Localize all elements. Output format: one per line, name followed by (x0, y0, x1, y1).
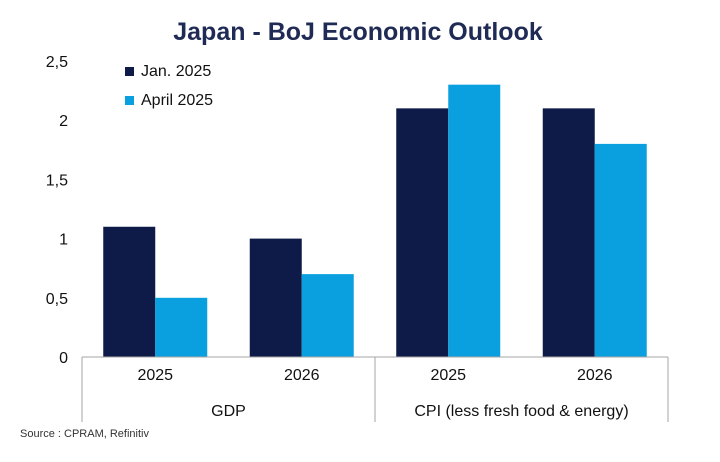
bar-april-2025 (155, 297, 208, 357)
y-tick-label: 0 (59, 350, 68, 367)
bars (103, 84, 647, 358)
y-axis: 0 0,5 1 1,5 2 2,5 (46, 54, 68, 367)
y-tick-label: 1,5 (46, 172, 68, 189)
x-category-label: 2025 (137, 367, 173, 384)
legend-swatch (125, 96, 134, 105)
bar-april-2025 (301, 274, 354, 357)
bar-jan-2025 (396, 108, 449, 357)
bar-jan-2025 (542, 108, 595, 357)
y-tick-label: 2 (59, 113, 68, 130)
chart-title: Japan - BoJ Economic Outlook (173, 18, 543, 46)
bar-jan-2025 (103, 226, 156, 357)
x-axis: 2025 2026 GDP 2025 2026 CPI (less fresh food … (81, 356, 669, 422)
x-category-label: 2026 (284, 367, 320, 384)
x-category-label: 2026 (577, 367, 613, 384)
legend-label: Jan. 2025 (141, 63, 211, 80)
bar-april-2025 (448, 84, 501, 358)
bar-jan-2025 (249, 238, 302, 357)
x-group-label: GDP (211, 403, 246, 420)
x-category-label: 2025 (430, 367, 466, 384)
x-group-label: CPI (less fresh food & energy) (414, 403, 628, 420)
legend: Jan. 2025 April 2025 (125, 63, 213, 109)
y-tick-label: 0,5 (46, 291, 68, 308)
legend-swatch (125, 67, 134, 76)
source-note: Source : CPRAM, Refinitiv (20, 428, 149, 440)
y-tick-label: 2,5 (46, 54, 68, 71)
bar-april-2025 (594, 143, 647, 357)
y-tick-label: 1 (59, 232, 68, 249)
legend-label: April 2025 (141, 92, 213, 109)
